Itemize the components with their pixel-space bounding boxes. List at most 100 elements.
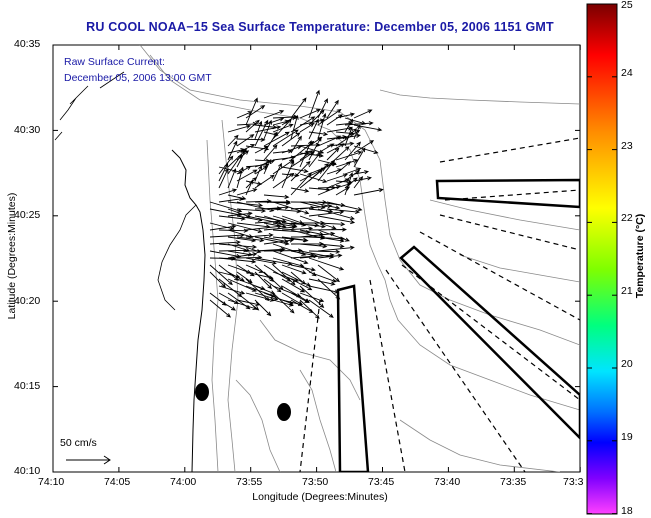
- current-vector: [290, 172, 313, 196]
- current-vector: [299, 215, 337, 230]
- current-vector: [317, 253, 343, 259]
- current-vector: [254, 285, 276, 295]
- current-vector: [299, 243, 328, 249]
- current-vector: [317, 208, 355, 221]
- current-vector: [281, 173, 300, 178]
- current-vector: [317, 109, 342, 126]
- current-vector: [308, 136, 322, 161]
- y-tick-6: 40:10: [14, 465, 41, 477]
- current-vector: [290, 241, 324, 247]
- current-vector: [245, 224, 283, 231]
- current-vector: [290, 253, 319, 259]
- current-vector: [344, 172, 354, 196]
- current-vector: [245, 285, 277, 298]
- current-vector: [272, 118, 292, 140]
- colorbar-tick-24: 24: [621, 67, 633, 79]
- current-vector: [308, 285, 340, 294]
- current-vector: [263, 278, 282, 293]
- colorbar-tick-25: 25: [621, 0, 633, 11]
- current-vector: [353, 147, 366, 168]
- current-vector: [272, 250, 309, 265]
- current-vector: [254, 119, 269, 147]
- x-tick-5: 73:50: [302, 476, 329, 488]
- current-vector: [227, 299, 258, 311]
- current-vector: [227, 168, 237, 189]
- current-vector: [308, 257, 345, 271]
- bathymetry-contours: [139, 45, 580, 472]
- y-tick-3: 40:25: [14, 209, 41, 221]
- current-vector: [317, 112, 327, 140]
- current-vector: [236, 169, 258, 182]
- current-vector: [299, 292, 325, 303]
- current-vector: [263, 205, 290, 210]
- current-vector: [263, 119, 272, 140]
- current-vector: [290, 97, 307, 119]
- current-vector: [236, 166, 244, 189]
- x-tick-8: 73:35: [500, 476, 527, 488]
- current-vector: [317, 222, 346, 227]
- current-vector: [263, 200, 292, 206]
- current-vector: [299, 140, 312, 168]
- current-time: December 05, 2006 13:00 GMT: [64, 72, 212, 84]
- current-vector: [236, 134, 255, 147]
- current-vector: [263, 238, 295, 245]
- current-vector: [209, 299, 232, 318]
- current-vector: [317, 215, 356, 225]
- current-vector: [317, 264, 341, 283]
- buoy-marker-east: [277, 403, 291, 421]
- current-vector: [254, 299, 272, 317]
- current-vector: [290, 292, 310, 303]
- current-vector: [218, 243, 258, 250]
- radar-footprints: [336, 178, 580, 472]
- current-vector: [263, 248, 303, 253]
- current-vector: [317, 135, 342, 147]
- current-vector: [245, 97, 258, 126]
- current-vector: [317, 143, 335, 154]
- current-vector: [209, 208, 242, 217]
- colorbar-ticks: [587, 3, 617, 515]
- current-vector: [290, 116, 316, 133]
- shoreline-detail: [54, 71, 125, 141]
- current-vector: [236, 165, 252, 175]
- current-vector: [326, 147, 340, 161]
- current-vector: [353, 145, 379, 155]
- y-tick-4: 40:20: [14, 295, 41, 307]
- y-tick-5: 40:15: [14, 380, 41, 392]
- current-vector: [281, 236, 308, 243]
- x-tick-7: 73:40: [434, 476, 461, 488]
- current-vector: [236, 188, 258, 196]
- scale-arrow: [66, 455, 111, 465]
- current-vector: [335, 131, 355, 136]
- current-vector: [227, 229, 254, 239]
- current-vector: [254, 174, 275, 189]
- current-vector: [299, 250, 335, 259]
- current-vector: [227, 211, 253, 217]
- current-vector: [299, 299, 320, 319]
- current-vector: [272, 162, 282, 182]
- current-vector: [218, 196, 244, 203]
- current-vector: [245, 105, 266, 119]
- current-vector: [308, 118, 319, 140]
- current-vector: [272, 129, 299, 147]
- current-vector: [227, 252, 258, 259]
- current-vector: [326, 208, 361, 215]
- current-vector: [281, 264, 307, 275]
- y-tick-2: 40:30: [14, 124, 41, 136]
- current-vector: [326, 99, 339, 119]
- current-vector: [245, 271, 274, 280]
- current-vector: [263, 131, 290, 147]
- current-vector: [317, 159, 336, 182]
- colorbar-tick-18: 18: [621, 505, 633, 517]
- current-vector: [326, 178, 350, 189]
- buoy-marker-west: [195, 383, 209, 401]
- current-vector: [308, 299, 334, 318]
- current-vector: [317, 236, 345, 243]
- current-vector: [317, 243, 345, 249]
- current-vector: [218, 299, 236, 311]
- figure-title: RU COOL NOAA−15 Sea Surface Temperature:…: [86, 20, 554, 34]
- current-vector: [326, 143, 346, 154]
- current-vector: [281, 278, 306, 293]
- current-vector: [308, 210, 345, 217]
- current-vector: [281, 166, 309, 174]
